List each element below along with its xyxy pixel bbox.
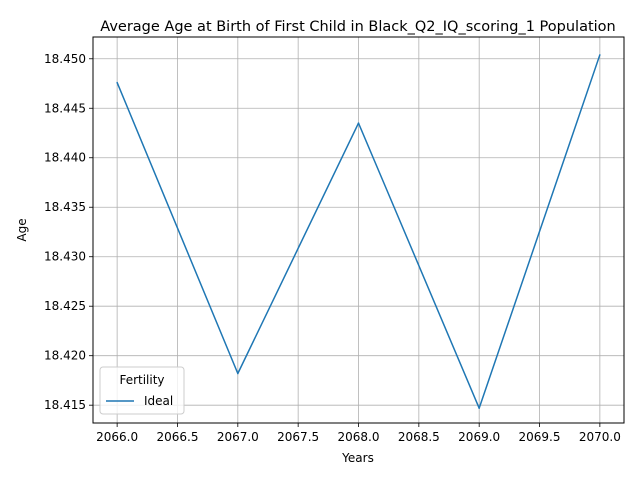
data-point — [116, 82, 118, 84]
legend-label-ideal: Ideal — [144, 394, 173, 408]
x-tick-label: 2070.0 — [579, 430, 621, 444]
y-tick-label: 18.435 — [44, 200, 86, 214]
legend: Fertility Ideal — [100, 367, 184, 414]
y-tick-label: 18.445 — [44, 101, 86, 115]
y-axis-ticks: 18.415 18.420 18.425 18.430 18.435 18.440 18.4… — [44, 52, 93, 412]
data-point — [478, 407, 480, 409]
chart-title: Average Age at Birth of First Child in B… — [100, 19, 616, 35]
data-point — [599, 54, 601, 56]
legend-title: Fertility — [119, 373, 164, 387]
y-tick-label: 18.430 — [44, 250, 86, 264]
x-tick-label: 2069.5 — [519, 430, 561, 444]
x-tick-label: 2069.0 — [458, 430, 500, 444]
y-tick-label: 18.450 — [44, 52, 86, 66]
x-tick-label: 2068.0 — [338, 430, 380, 444]
x-axis-label: Years — [341, 451, 374, 465]
y-tick-label: 18.425 — [44, 299, 86, 313]
y-tick-label: 18.415 — [44, 398, 86, 412]
x-tick-label: 2067.0 — [217, 430, 259, 444]
x-tick-label: 2067.5 — [277, 430, 319, 444]
x-tick-label: 2066.0 — [96, 430, 138, 444]
x-tick-label: 2066.5 — [156, 430, 198, 444]
data-point — [237, 373, 239, 375]
data-point — [358, 122, 360, 124]
y-tick-label: 18.420 — [44, 349, 86, 363]
y-axis-label: Age — [15, 218, 29, 241]
x-tick-label: 2068.5 — [398, 430, 440, 444]
x-axis-ticks: 2066.0 2066.5 2067.0 2067.5 2068.0 2068.5 2069… — [96, 423, 621, 444]
y-tick-label: 18.440 — [44, 151, 86, 165]
